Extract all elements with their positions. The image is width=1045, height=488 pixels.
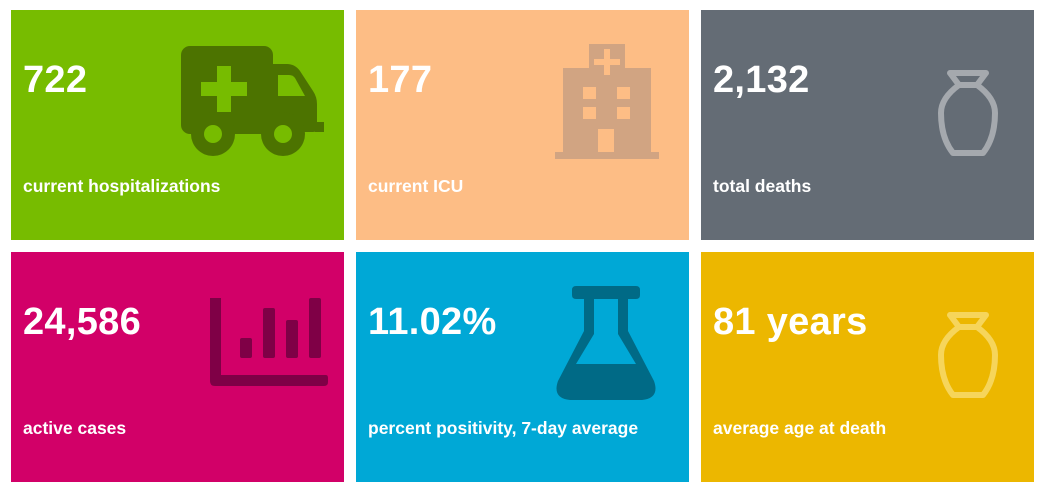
deaths-tile: 2,132 total deaths (701, 10, 1034, 240)
active-cases-label: active cases (23, 418, 127, 438)
hospital-icon (555, 44, 659, 160)
icu-tile: 177 current ICU (356, 10, 689, 240)
ambulance-icon (179, 44, 327, 159)
deaths-label: total deaths (713, 176, 812, 196)
active-cases-tile: 24,586 active cases (11, 252, 344, 482)
flask-icon (554, 286, 658, 402)
hospitalizations-tile: 722 current hospitalizations (11, 10, 344, 240)
age-at-death-label: average age at death (713, 418, 887, 438)
age-at-death-tile: 81 years average age at death (701, 252, 1034, 482)
deaths-value: 2,132 (713, 59, 810, 101)
hospitalizations-label: current hospitalizations (23, 176, 221, 196)
urn-icon (935, 310, 1001, 400)
hospitalizations-value: 722 (23, 59, 88, 101)
active-cases-value: 24,586 (23, 301, 142, 343)
positivity-label: percent positivity, 7-day average (368, 418, 639, 438)
positivity-tile: 11.02% percent positivity, 7-day average (356, 252, 689, 482)
bar-chart-icon (210, 298, 328, 388)
icu-label: current ICU (368, 176, 464, 196)
age-at-death-value: 81 years (713, 301, 868, 343)
icu-value: 177 (368, 59, 433, 101)
positivity-value: 11.02% (368, 301, 497, 343)
urn-icon (935, 68, 1001, 158)
